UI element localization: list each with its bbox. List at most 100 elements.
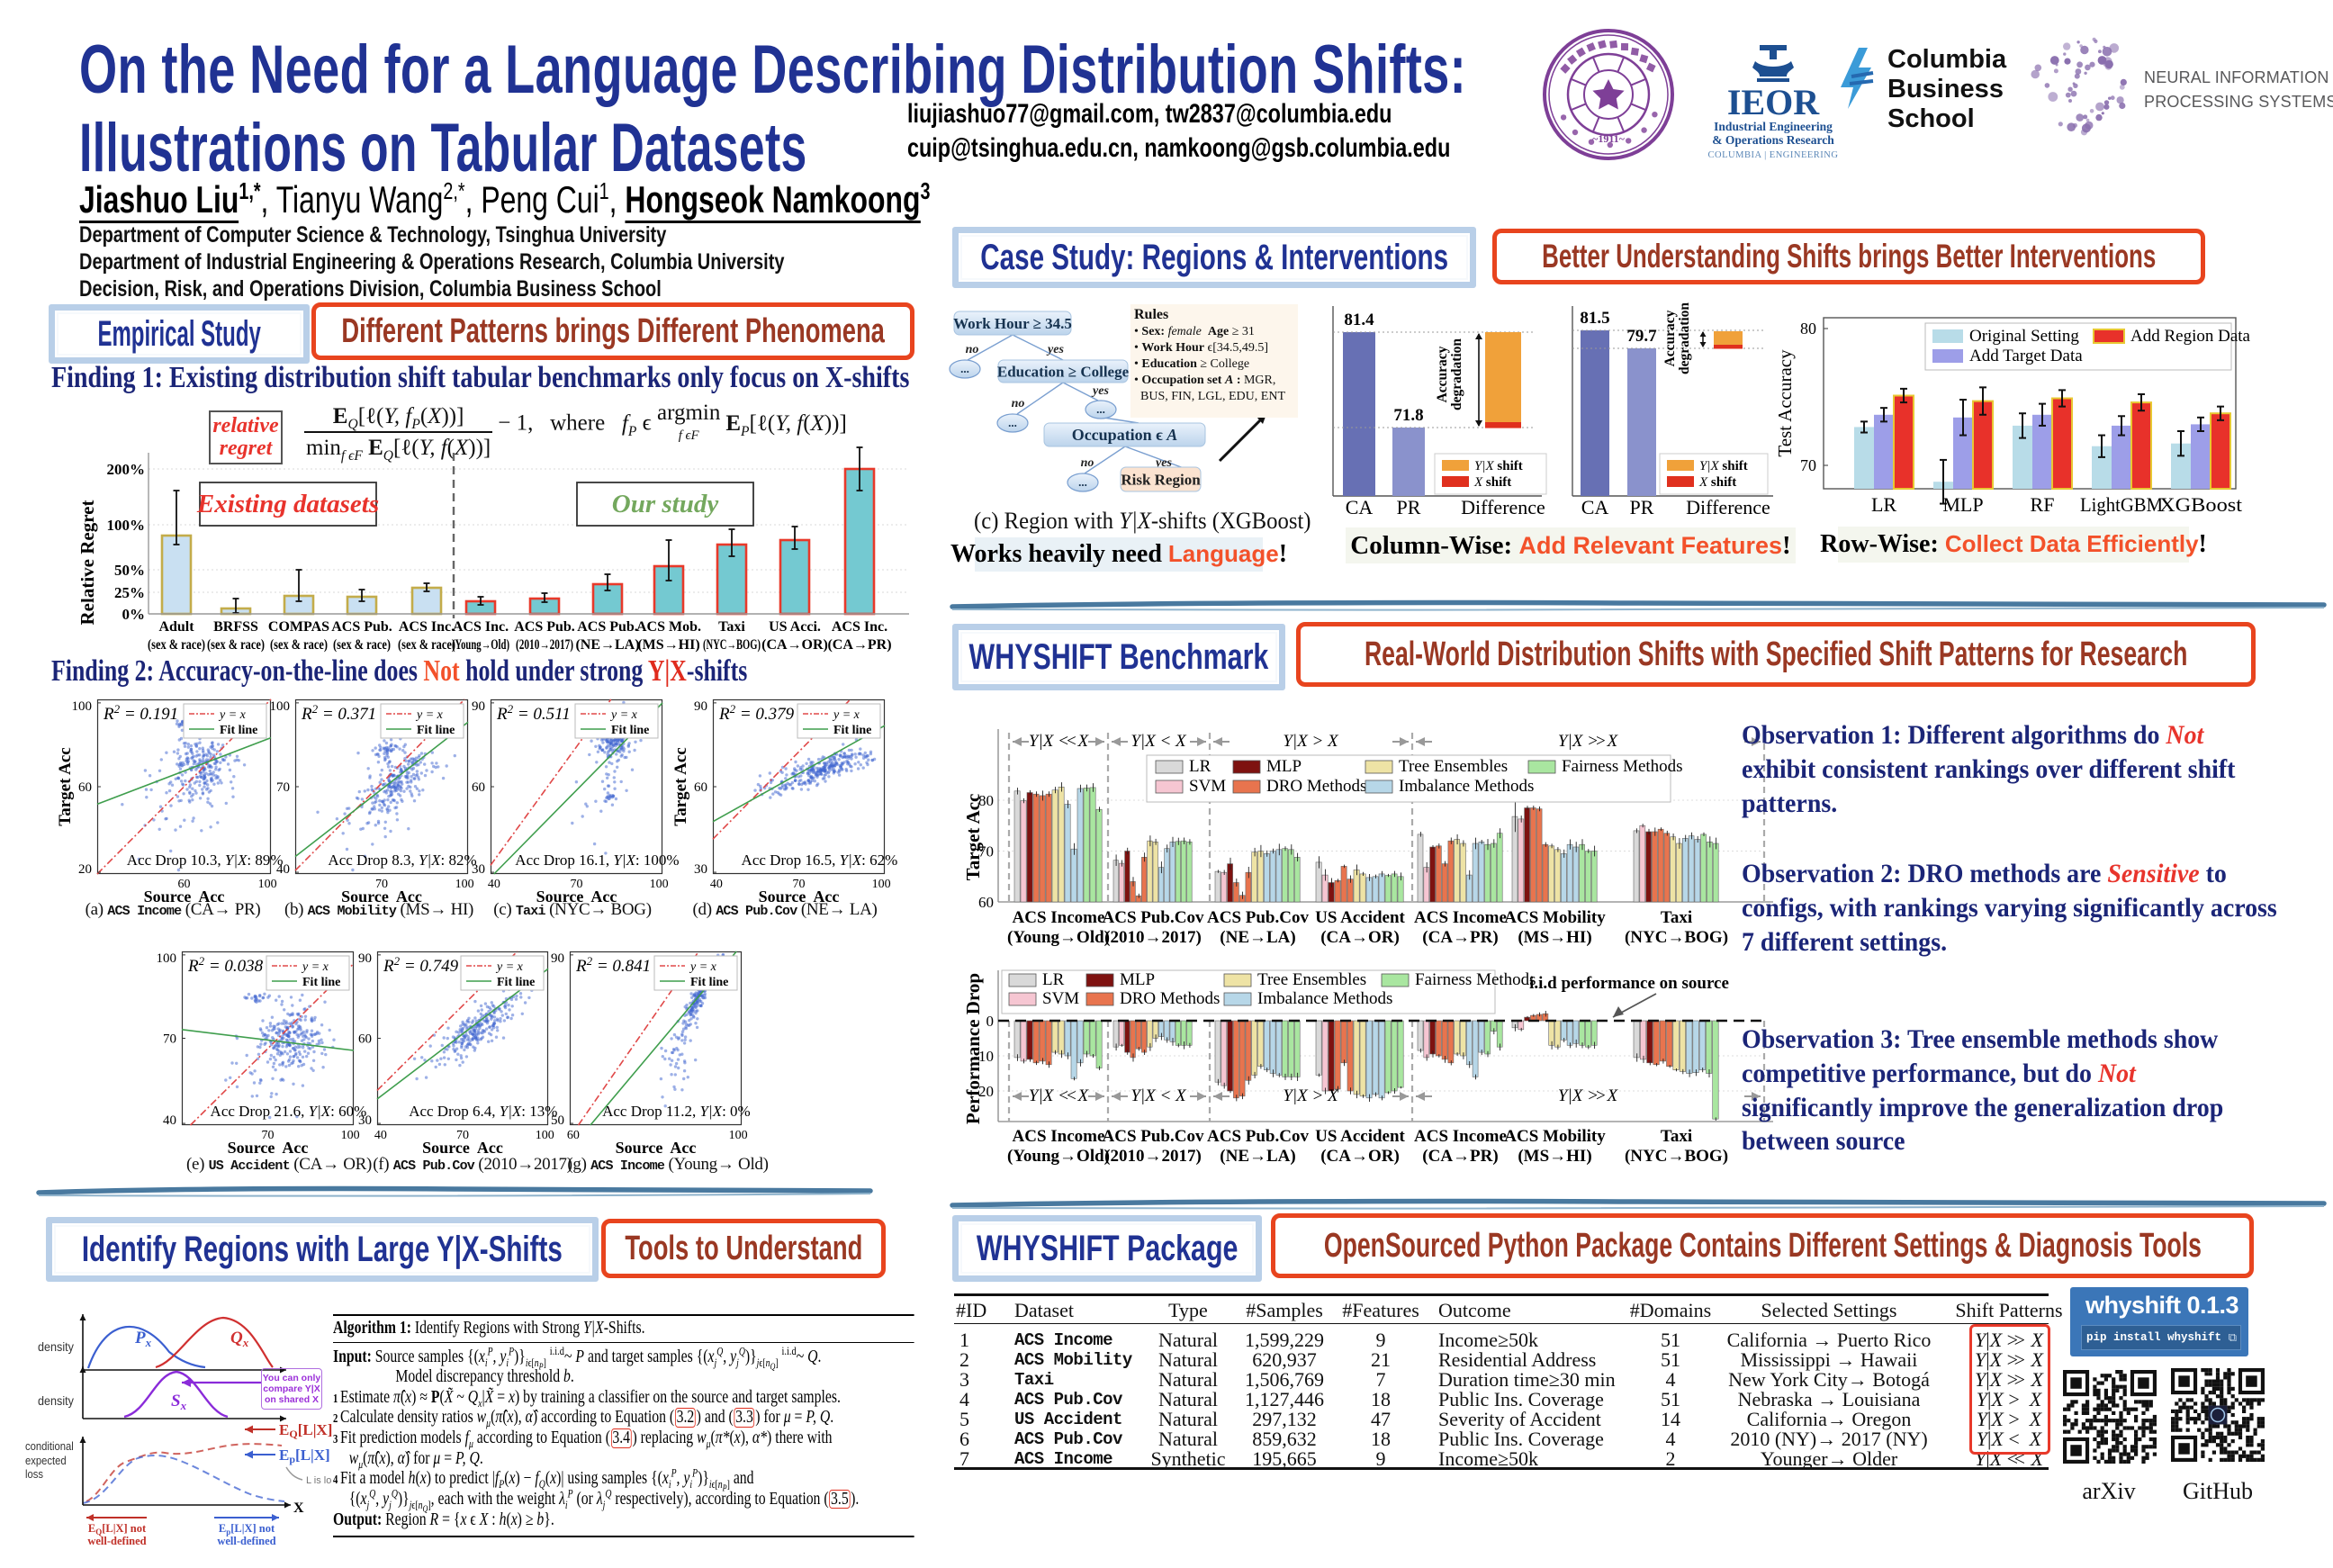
svg-text:79.7: 79.7: [1626, 327, 1657, 346]
svg-text:70: 70: [978, 843, 994, 861]
svg-text:Y|X shift: Y|X shift: [1699, 459, 1748, 473]
svg-text:ACS Mobility: ACS Mobility: [1504, 1127, 1606, 1146]
svg-text:degradation: degradation: [1677, 302, 1692, 374]
svg-text:80: 80: [1800, 320, 1816, 338]
svg-text:81.5: 81.5: [1580, 309, 1609, 328]
svg-text:90: 90: [551, 951, 564, 966]
svg-text:COLUMBIA | ENGINEERING: COLUMBIA | ENGINEERING: [1708, 150, 1839, 160]
svg-text:Performance Drop: Performance Drop: [962, 973, 984, 1124]
svg-text:(2010→2017): (2010→2017): [1104, 928, 1202, 947]
svg-text:& Operations Research: & Operations Research: [1712, 133, 1834, 147]
svg-text:Relative Regret: Relative Regret: [81, 500, 98, 626]
svg-text:30: 30: [472, 862, 485, 877]
svg-text:200%: 200%: [107, 461, 146, 478]
svg-text:40: 40: [163, 1113, 176, 1128]
svg-text:100: 100: [157, 951, 177, 966]
svg-text:40: 40: [710, 878, 723, 891]
svg-text:Acc Drop 8.3, Y|X: 82%: Acc Drop 8.3, Y|X: 82%: [328, 852, 476, 869]
svg-text:LR: LR: [1871, 493, 1896, 516]
svg-text:(CA→OR): (CA→OR): [1320, 1147, 1400, 1166]
svg-text:Fit line: Fit line: [690, 976, 728, 989]
svg-text:Source Acc: Source Acc: [536, 888, 617, 906]
svg-text:PR: PR: [1630, 496, 1654, 518]
svg-text:70: 70: [262, 1129, 275, 1142]
svg-text:100: 100: [650, 878, 669, 891]
svg-text:US Accident: US Accident: [1315, 1127, 1405, 1146]
svg-text:no: no: [966, 343, 979, 356]
svg-text:L is lo: L is lo: [306, 1475, 331, 1486]
svg-text:no: no: [1012, 397, 1025, 410]
svg-text:70: 70: [793, 878, 806, 891]
svg-text:100: 100: [341, 1129, 360, 1142]
svg-text:70: 70: [276, 780, 290, 795]
svg-text:Add Region Data: Add Region Data: [2130, 327, 2251, 346]
svg-text:(MS→HI): (MS→HI): [1518, 928, 1591, 947]
svg-text:Existing datasets: Existing datasets: [196, 490, 379, 518]
svg-text:Work Hour ≥ 34.5: Work Hour ≥ 34.5: [953, 315, 1072, 332]
svg-text:(NYC→BOG): (NYC→BOG): [1625, 928, 1728, 947]
svg-text:(sex & race): (sex & race): [333, 637, 391, 653]
svg-text:ACS Pub.Cov: ACS Pub.Cov: [1207, 1127, 1309, 1146]
svg-text:ACS Income: ACS Income: [1013, 1127, 1105, 1146]
svg-text:ACS Pub.: ACS Pub.: [514, 619, 575, 635]
svg-text:Fit line: Fit line: [220, 724, 257, 737]
svg-text:30: 30: [694, 862, 707, 877]
svg-text:20: 20: [78, 862, 92, 877]
svg-text:IEOR: IEOR: [1727, 82, 1820, 122]
svg-text:NEURAL INFORMATION: NEURAL INFORMATION: [2144, 68, 2329, 86]
svg-text:School: School: [1887, 104, 1975, 133]
svg-text:60: 60: [978, 894, 994, 911]
svg-text:Imbalance Methods: Imbalance Methods: [1399, 777, 1534, 796]
svg-text:Ep[L|X] not: Ep[L|X] not: [219, 1522, 275, 1536]
svg-text:50: 50: [551, 1113, 564, 1128]
svg-text:y = x: y = x: [218, 708, 247, 722]
svg-text:-10: -10: [973, 1048, 994, 1065]
svg-text:EQ[L|X] not: EQ[L|X] not: [88, 1522, 147, 1536]
svg-text:(CA→OR): (CA→OR): [1320, 928, 1400, 947]
svg-text:Acc Drop 16.1, Y|X: 100%: Acc Drop 16.1, Y|X: 100%: [515, 852, 679, 869]
svg-text:0%: 0%: [122, 606, 146, 623]
svg-text:DRO Methods: DRO Methods: [1266, 777, 1366, 796]
svg-text:i.i.d performance on source: i.i.d performance on source: [1529, 974, 1729, 993]
svg-text:ACS Income: ACS Income: [1013, 908, 1105, 927]
svg-text:Y|X << X: Y|X << X: [1029, 1086, 1090, 1105]
svg-text:(Young→Old): (Young→Old): [1007, 928, 1110, 947]
svg-text:90: 90: [358, 951, 372, 966]
svg-text:Y|X < X: Y|X < X: [1130, 732, 1187, 751]
svg-text:...: ...: [1078, 475, 1087, 489]
svg-text:60: 60: [567, 1129, 580, 1142]
svg-text:Fit line: Fit line: [497, 976, 535, 989]
svg-text:Adult: Adult: [158, 619, 194, 635]
svg-text:Columbia: Columbia: [1887, 45, 2007, 74]
svg-text:(MS→HI): (MS→HI): [1518, 1147, 1591, 1166]
svg-text:...: ...: [1096, 402, 1105, 416]
svg-text:degradation: degradation: [1449, 338, 1464, 410]
svg-text:Fit line: Fit line: [833, 724, 871, 737]
svg-text:Acc Drop 11.2, Y|X: 0%: Acc Drop 11.2, Y|X: 0%: [602, 1103, 751, 1120]
svg-text:(NYC→BOG): (NYC→BOG): [703, 637, 761, 653]
svg-text:Source Acc: Source Acc: [422, 1139, 503, 1157]
svg-text:Sx: Sx: [171, 1392, 187, 1412]
svg-text:Occupation ϵ A: Occupation ϵ A: [1072, 426, 1178, 444]
svg-text:100: 100: [536, 1129, 554, 1142]
svg-text:SVM: SVM: [1189, 777, 1226, 796]
svg-text:(NE→LA): (NE→LA): [1220, 1147, 1295, 1166]
svg-text:US Acci.: US Acci.: [769, 619, 821, 635]
svg-text:60: 60: [472, 780, 485, 795]
svg-text:Fit line: Fit line: [417, 724, 455, 737]
svg-text:...: ...: [960, 362, 969, 375]
svg-text:(sex & race): (sex & race): [398, 637, 455, 653]
svg-text:Qx: Qx: [230, 1329, 249, 1349]
svg-text:ACS Income: ACS Income: [1414, 908, 1507, 927]
svg-text:Acc Drop 10.3, Y|X: 89%: Acc Drop 10.3, Y|X: 89%: [127, 852, 284, 869]
svg-text:40: 40: [276, 862, 290, 877]
svg-text:0: 0: [986, 1013, 995, 1030]
svg-text:X shift: X shift: [1698, 475, 1736, 490]
svg-text:LightGBM: LightGBM: [2080, 493, 2163, 516]
svg-text:R2 = 0.511: R2 = 0.511: [496, 702, 571, 725]
svg-text:100: 100: [455, 878, 474, 891]
svg-text:(NYC→BOG): (NYC→BOG): [1625, 1147, 1728, 1166]
svg-text:ACS Pub.: ACS Pub.: [331, 619, 392, 635]
svg-text:Y|X >> X: Y|X >> X: [1558, 1086, 1619, 1105]
svg-text:ACS Inc.: ACS Inc.: [832, 619, 887, 635]
